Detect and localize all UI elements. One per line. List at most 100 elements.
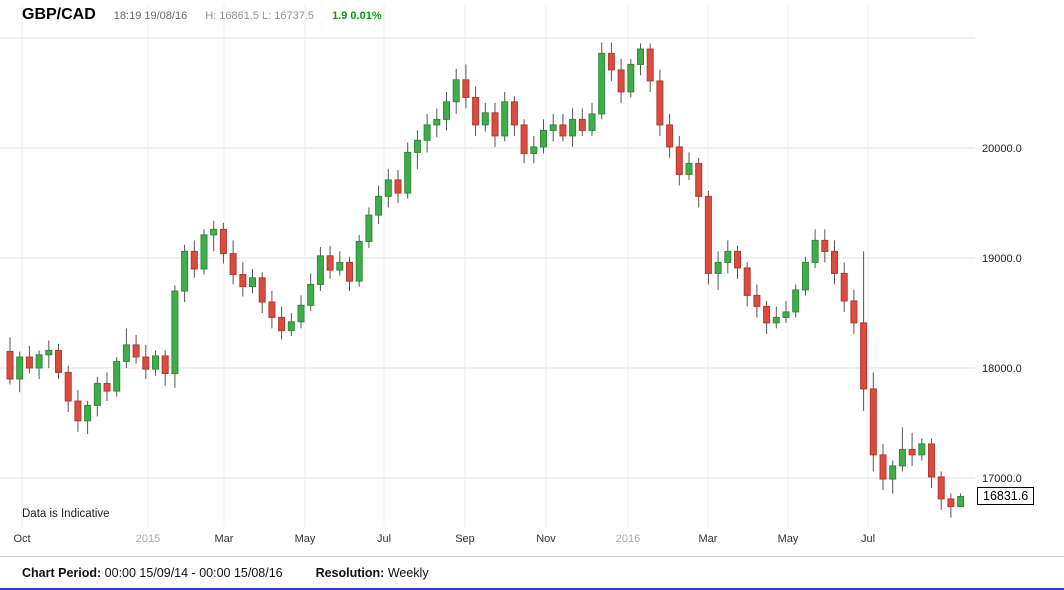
candle-body-up bbox=[152, 355, 159, 370]
x-axis-label: Nov bbox=[536, 533, 556, 545]
candle-body-down bbox=[258, 277, 266, 303]
x-axis-label: Sep bbox=[455, 533, 475, 545]
candle-body-down bbox=[278, 316, 286, 332]
resolution-label: Resolution: bbox=[315, 566, 385, 580]
candle-body-up bbox=[724, 250, 732, 263]
candle-body-down bbox=[510, 101, 518, 126]
candle-body-down bbox=[607, 52, 615, 71]
candle-body-up bbox=[811, 239, 819, 263]
candle-body-down bbox=[229, 253, 237, 276]
candle-body-down bbox=[850, 300, 858, 324]
candle-body-down bbox=[103, 382, 111, 392]
quote-timestamp: 18:19 19/08/16 bbox=[113, 10, 188, 22]
x-axis-label: 2015 bbox=[136, 533, 160, 545]
candle-body-down bbox=[64, 371, 72, 402]
candle-body-up bbox=[588, 113, 596, 131]
candle-body-down bbox=[346, 261, 353, 282]
candle-body-up bbox=[384, 179, 392, 197]
candle-body-down bbox=[190, 250, 198, 270]
candle-body-up bbox=[365, 214, 373, 243]
candle-body-up bbox=[249, 277, 256, 288]
x-axis-label: May bbox=[778, 533, 799, 545]
candle-body-down bbox=[937, 476, 945, 500]
candle-body-up bbox=[898, 448, 906, 467]
candle-body-down bbox=[559, 124, 567, 137]
candle-body-down bbox=[25, 356, 33, 369]
x-axis-label: Mar bbox=[215, 533, 234, 545]
instrument-name: GBP/CAD bbox=[22, 6, 96, 23]
candle-body-up bbox=[355, 241, 363, 282]
candle-body-up bbox=[181, 250, 189, 292]
candle-body-down bbox=[161, 355, 169, 374]
candle-body-down bbox=[821, 239, 829, 252]
high-low-readout: H: 16861.5 L: 16737.5 bbox=[205, 10, 315, 22]
candle-body-up bbox=[93, 382, 101, 406]
candle-body-up bbox=[714, 261, 722, 274]
x-axis-label: Mar bbox=[699, 533, 718, 545]
candle-body-down bbox=[947, 498, 955, 508]
candle-body-down bbox=[695, 162, 703, 197]
candle-body-up bbox=[772, 316, 780, 324]
candle-body-up bbox=[782, 311, 790, 318]
candle-body-up bbox=[685, 162, 693, 175]
candle-body-down bbox=[928, 443, 935, 478]
candle-body-up bbox=[637, 48, 644, 65]
y-axis-label: 19000.0 bbox=[982, 253, 1022, 265]
candle-body-down bbox=[840, 272, 848, 302]
x-axis-label: Jul bbox=[377, 533, 391, 545]
candle-body-up bbox=[84, 404, 92, 422]
resolution-value: Weekly bbox=[387, 566, 429, 580]
candle-body-up bbox=[501, 101, 509, 137]
data-indicative-watermark: Data is Indicative bbox=[22, 508, 110, 520]
candle-body-up bbox=[307, 283, 315, 306]
candle-body-down bbox=[869, 388, 877, 456]
chart-header: GBP/CAD 18:19 19/08/16 H: 16861.5 L: 167… bbox=[22, 6, 382, 24]
candle-body-down bbox=[268, 301, 276, 318]
chart-period-label: Chart Period: bbox=[22, 566, 102, 580]
candle-body-up bbox=[481, 112, 489, 126]
candle-body-down bbox=[617, 69, 625, 93]
candle-body-up bbox=[549, 124, 557, 131]
candle-body-up bbox=[287, 321, 295, 332]
candle-body-down bbox=[239, 274, 247, 288]
candle-body-up bbox=[404, 151, 412, 194]
candle-body-up bbox=[316, 255, 324, 285]
candlestick-chart[interactable]: Oct 2015 Mar May Jul Sep Nov 2016 Mar May Jul 20000… bbox=[0, 0, 1064, 556]
candle-body-up bbox=[598, 52, 606, 115]
candle-body-up bbox=[569, 118, 577, 137]
candle-body-down bbox=[908, 448, 916, 456]
candle-body-down bbox=[753, 294, 761, 307]
candle-body-down bbox=[55, 349, 62, 373]
candle-body-up bbox=[35, 354, 43, 369]
candle-body-up bbox=[792, 289, 800, 313]
candle-body-up bbox=[16, 356, 24, 380]
candle-body-down bbox=[394, 179, 402, 194]
candle-body-up bbox=[45, 349, 53, 356]
candle-body-down bbox=[132, 344, 140, 358]
chart-footer: Chart Period: 00:00 15/09/14 - 00:00 15/… bbox=[0, 556, 1064, 588]
candle-body-up bbox=[297, 304, 305, 323]
candle-body-down bbox=[743, 267, 751, 296]
candle-body-up bbox=[957, 496, 965, 508]
candle-body-up bbox=[171, 290, 179, 374]
candle-body-down bbox=[860, 322, 868, 390]
last-price-tag: 16831.6 bbox=[977, 486, 1035, 505]
candle-body-up bbox=[336, 261, 344, 271]
candle-body-down bbox=[704, 195, 712, 274]
price-change-readout: 1.9 0.01% bbox=[332, 10, 382, 22]
candle-body-down bbox=[578, 118, 586, 131]
candle-body-up bbox=[801, 261, 809, 291]
candle-body-down bbox=[520, 124, 528, 155]
candle-body-up bbox=[540, 129, 547, 148]
candle-body-down bbox=[219, 228, 227, 255]
x-axis-label: Jul bbox=[861, 533, 875, 545]
candle-body-up bbox=[889, 465, 897, 480]
candle-body-down bbox=[6, 351, 14, 380]
candle-body-up bbox=[918, 443, 926, 456]
candle-body-down bbox=[491, 112, 499, 137]
candle-body-down bbox=[462, 79, 470, 98]
candle-body-down bbox=[74, 400, 82, 422]
x-axis-label: 2016 bbox=[616, 533, 640, 545]
y-axis-label: 18000.0 bbox=[982, 363, 1022, 375]
candle-body-up bbox=[113, 360, 121, 392]
